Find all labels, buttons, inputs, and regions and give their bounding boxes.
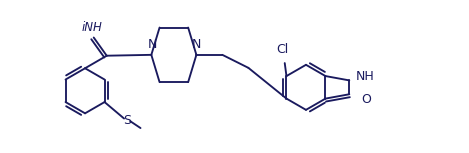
Text: S: S: [123, 114, 131, 127]
Text: NH: NH: [356, 70, 374, 83]
Text: O: O: [362, 93, 371, 106]
Text: iNH: iNH: [81, 21, 102, 34]
Text: Cl: Cl: [276, 43, 288, 56]
Text: N: N: [148, 37, 157, 50]
Text: N: N: [192, 37, 201, 50]
